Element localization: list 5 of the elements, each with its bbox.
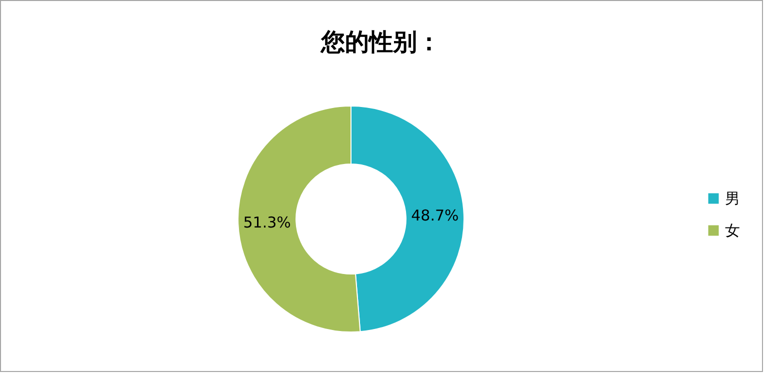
legend-label: 男 xyxy=(725,190,740,208)
chart-title: 您的性别： xyxy=(320,28,441,56)
data-label: 51.3% xyxy=(243,213,291,232)
legend-label: 女 xyxy=(725,222,740,240)
data-label: 48.7% xyxy=(411,206,459,225)
